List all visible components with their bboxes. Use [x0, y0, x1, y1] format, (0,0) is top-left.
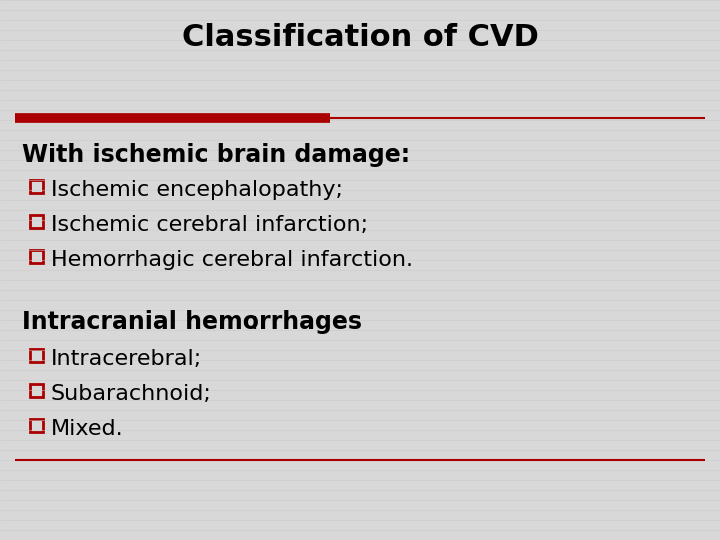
Text: Classification of CVD: Classification of CVD [181, 24, 539, 52]
Bar [30, 419, 43, 432]
Bar [30, 215, 43, 228]
Text: Intracranial hemorrhages: Intracranial hemorrhages [22, 310, 362, 334]
Bar [30, 349, 43, 362]
Bar [30, 384, 43, 397]
Text: Mixed.: Mixed. [51, 419, 124, 439]
Text: Hemorrhagic cerebral infarction.: Hemorrhagic cerebral infarction. [51, 250, 413, 270]
Text: With ischemic brain damage:: With ischemic brain damage: [22, 143, 410, 167]
Text: Ischemic encephalopathy;: Ischemic encephalopathy; [51, 180, 343, 200]
Text: :: : [250, 310, 258, 334]
Text: Subarachnoid;: Subarachnoid; [51, 384, 212, 404]
Bar [30, 250, 43, 263]
Bar [30, 180, 43, 193]
Text: Ischemic cerebral infarction;: Ischemic cerebral infarction; [51, 215, 368, 235]
Text: Intracerebral;: Intracerebral; [51, 349, 202, 369]
